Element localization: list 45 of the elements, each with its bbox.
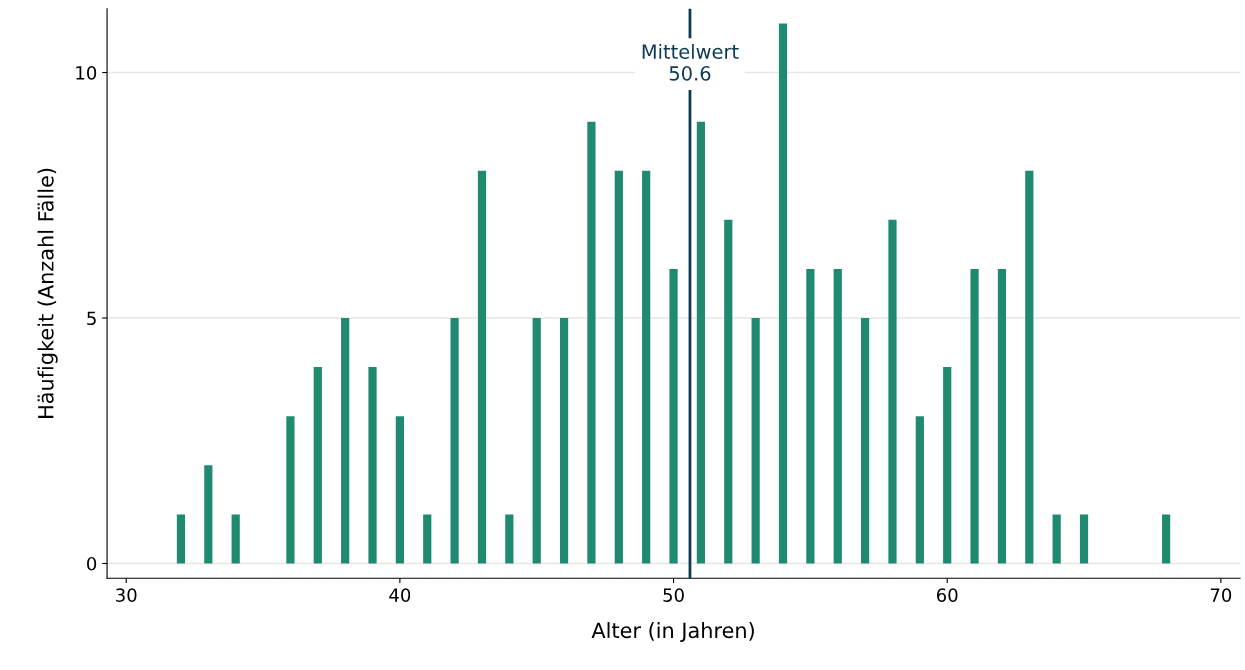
x-tick-label: 50 [663, 588, 684, 602]
bar [751, 318, 760, 564]
bar [1052, 514, 1061, 564]
bar [997, 268, 1007, 564]
bar [231, 514, 240, 564]
bar [696, 121, 706, 564]
x-tick-label: 30 [116, 588, 137, 602]
y-tick-label: 10 [76, 65, 97, 80]
bar [724, 219, 733, 564]
bar [614, 170, 623, 564]
bar [943, 367, 952, 564]
ref-line-label: Mittelwert 50.6 [642, 43, 739, 81]
bar [532, 318, 541, 564]
bar [778, 23, 788, 564]
x-tick-label: 40 [389, 588, 411, 602]
bar [970, 268, 979, 564]
bar [888, 219, 897, 564]
bar [861, 318, 870, 564]
x-axis-title: Alter (in Jahren) [591, 622, 754, 643]
bar [286, 416, 295, 564]
y-axis-title: Häufigkeit (Anzahl Fälle) [37, 168, 58, 418]
bar [559, 318, 569, 564]
bar [450, 318, 459, 564]
bar [669, 268, 678, 564]
bar [341, 318, 350, 564]
bar [477, 170, 487, 564]
bar [505, 514, 514, 564]
x-tick-label: 70 [1210, 588, 1232, 602]
bar [587, 121, 596, 564]
bar [368, 367, 377, 564]
bar [833, 268, 842, 564]
y-tick-label: 0 [87, 556, 97, 571]
bar [204, 465, 213, 564]
bar [1162, 514, 1171, 564]
bar [642, 170, 651, 564]
x-tick-label: 60 [936, 588, 958, 602]
y-tick-label: 5 [87, 311, 96, 326]
bar [915, 416, 924, 564]
bar [176, 514, 186, 564]
bar [806, 268, 815, 564]
bar [423, 514, 432, 564]
bar [1025, 170, 1034, 564]
bar [313, 367, 322, 564]
bar [1079, 514, 1089, 564]
bar [395, 416, 404, 564]
